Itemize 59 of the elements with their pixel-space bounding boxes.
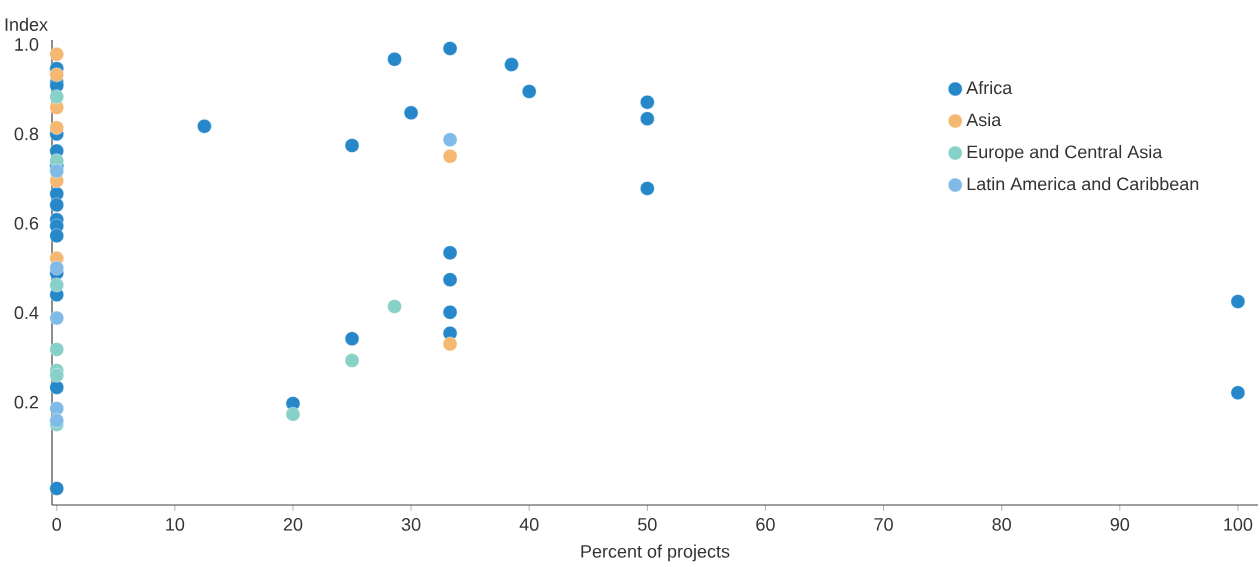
point xyxy=(640,111,655,126)
point xyxy=(442,132,458,147)
point xyxy=(344,353,360,368)
legend-label: Africa xyxy=(966,80,1013,95)
point xyxy=(344,331,360,346)
legend-label: Latin America and Caribbean xyxy=(967,177,1199,191)
y-axis-title: Index xyxy=(5,17,48,31)
point xyxy=(49,67,64,83)
point xyxy=(1230,294,1246,309)
point xyxy=(197,119,212,134)
y-tick-label: 0.4 xyxy=(14,306,39,320)
point xyxy=(49,197,64,213)
point xyxy=(387,299,402,314)
point xyxy=(344,138,360,153)
point xyxy=(49,310,64,326)
point xyxy=(640,94,655,110)
x-tick-label: 30 xyxy=(401,518,421,531)
x-tick-label: 40 xyxy=(519,518,539,531)
y-tick-label: 0.6 xyxy=(14,216,39,230)
point xyxy=(442,336,458,352)
point xyxy=(442,305,458,320)
point xyxy=(442,149,458,164)
point xyxy=(49,89,64,104)
point xyxy=(49,120,64,135)
y-tick-label: 0.2 xyxy=(14,395,39,409)
x-tick-label: 100 xyxy=(1224,518,1253,531)
point xyxy=(49,163,64,179)
x-axis-title: Percent of projects xyxy=(581,544,730,562)
point xyxy=(504,57,519,72)
y-tick-label: 0.8 xyxy=(14,127,39,141)
point xyxy=(49,277,64,293)
point xyxy=(640,181,655,196)
point xyxy=(49,342,64,357)
legend-label: Europe and Central Asia xyxy=(967,145,1163,162)
x-tick-label: 20 xyxy=(283,518,303,531)
point xyxy=(49,401,64,416)
x-tick-label: 0 xyxy=(52,518,62,531)
point xyxy=(403,105,419,121)
x-tick-label: 90 xyxy=(1110,518,1130,531)
x-tick-label: 60 xyxy=(756,518,775,531)
point xyxy=(49,413,64,428)
legend-label: Asia xyxy=(966,112,1002,127)
point xyxy=(49,481,64,496)
y-tick-label: 1.0 xyxy=(15,38,39,51)
x-tick-label: 50 xyxy=(638,518,657,531)
point xyxy=(49,228,64,244)
x-tick-label: 10 xyxy=(166,518,185,531)
point xyxy=(387,52,402,67)
point xyxy=(285,407,301,422)
point xyxy=(1230,385,1246,400)
point xyxy=(49,260,64,276)
x-tick-label: 80 xyxy=(992,518,1011,531)
point xyxy=(442,41,458,56)
point xyxy=(49,47,64,62)
point xyxy=(49,368,64,383)
x-tick-label: 70 xyxy=(874,518,893,531)
point xyxy=(522,84,537,99)
point xyxy=(442,272,458,287)
point xyxy=(442,245,458,261)
